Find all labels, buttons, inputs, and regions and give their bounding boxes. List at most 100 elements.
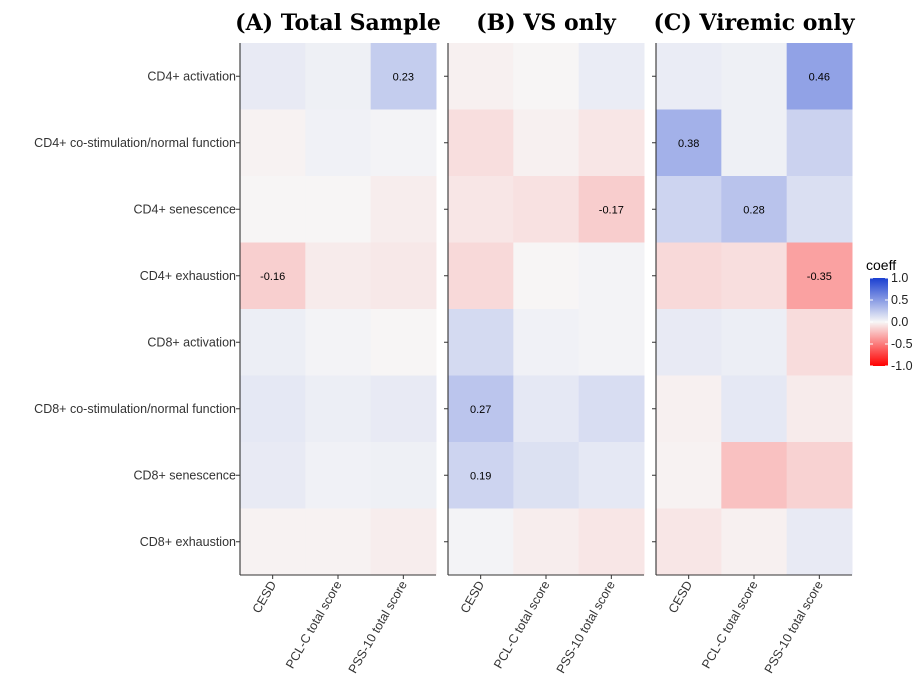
y-tick-label: CD4+ senescence [134,202,237,216]
heatmap-cell [448,309,514,376]
heatmap-cell [721,43,788,110]
panel-title: (B) VS only [476,10,617,36]
heatmap-cell [578,43,645,110]
y-tick-label: CD8+ activation [147,335,236,349]
heatmap-cell [448,109,514,177]
heatmap-cell [578,109,645,177]
cell-value-label: 0.19 [470,470,491,482]
heatmap-cell [656,176,722,243]
cell-value-label: 0.38 [678,138,699,150]
heatmap-cell [370,309,437,376]
x-tick-label: PSS-10 total score [554,578,618,675]
heatmap-cell [305,309,372,376]
heatmap-cell [786,309,853,376]
heatmap-cell [513,109,580,177]
cell-value-label: -0.17 [599,204,624,216]
heatmap-cell [370,442,437,509]
x-tick-label: PSS-10 total score [762,578,826,675]
x-tick-label: PCL-C total score [283,578,344,670]
heatmap-cell [370,508,437,576]
heatmap-cell [656,309,722,376]
heatmap-cell [370,242,437,310]
y-tick-label: CD4+ co-stimulation/normal function [34,136,236,150]
heatmap-cell [786,109,853,177]
heatmap-cell [578,242,645,310]
heatmap-cell [578,176,645,243]
heatmap-cell [240,43,306,110]
heatmap-cell [513,242,580,310]
heatmap-cell [721,309,788,376]
heatmap-cell [721,442,788,509]
heatmap-cell [305,43,372,110]
heatmap-cell [370,176,437,243]
x-tick-label: PCL-C total score [491,578,552,670]
heatmap-cell [240,242,306,310]
cell-value-label: -0.35 [807,271,832,283]
heatmap-cell [370,375,437,443]
y-tick-label: CD4+ activation [147,69,236,83]
y-tick-label: CD8+ senescence [134,468,237,482]
legend-colorbar [870,278,888,366]
heatmap-cell [513,176,580,243]
heatmap-cell [786,375,853,443]
heatmap-cell [656,375,722,443]
panel-title: (A) Total Sample [235,10,441,36]
heatmap-cell [240,309,306,376]
x-tick-label: PSS-10 total score [346,578,410,675]
heatmap-cell [578,375,645,443]
heatmap-cell [513,43,580,110]
legend-tick-label: 0.5 [891,293,908,307]
heatmap-cell [786,176,853,243]
legend-tick-label: 1.0 [891,271,908,285]
heatmap-cell [513,442,580,509]
legend-title: coeff [866,257,896,273]
heatmap-cell [786,43,853,110]
heatmap-cell [656,109,722,177]
heatmap-cell [370,109,437,177]
x-tick-label: PCL-C total score [699,578,760,670]
x-tick-label: CESD [458,579,487,616]
panel-title: (C) Viremic only [653,10,855,36]
row-labels: CD4+ activation CD4+ co-stimulation/norma… [34,69,236,549]
x-tick-label: CESD [250,579,279,616]
heatmap-cell [786,508,853,576]
heatmap-cell [513,508,580,576]
heatmap-cell [305,442,372,509]
x-tick-label: CESD [666,579,695,616]
heatmap-cell [448,43,514,110]
heatmap-cell [305,176,372,243]
heatmap-cell [721,242,788,310]
heatmap-cell [240,375,306,443]
cell-value-label: 0.28 [743,204,764,216]
legend-tick-label: -1.0 [891,359,913,373]
heatmap-cell [370,43,437,110]
heatmap-cell [305,242,372,310]
y-tick-label: CD8+ exhaustion [140,535,236,549]
heatmap-cell [513,375,580,443]
legend-tick-label: 0.0 [891,315,908,329]
heatmap-cell [240,508,306,576]
heatmap-cell [656,242,722,310]
heatmap-cell [578,508,645,576]
heatmap-cell [448,442,514,509]
panel-1: (A) Total Sample 0.23 -0.16 CESD PCL-C total… [235,10,441,676]
y-tick-label: CD8+ co-stimulation/normal function [34,402,236,416]
heatmap-cell [786,442,853,509]
heatmap-cell [656,43,722,110]
heatmap-cell [656,442,722,509]
heatmap-cell [240,109,306,177]
heatmap-cell [240,442,306,509]
cell-value-label: 0.23 [393,71,414,83]
cell-value-label: -0.16 [260,271,285,283]
heatmap-cell [448,176,514,243]
heatmap-cell [305,375,372,443]
cell-value-label: 0.46 [809,71,830,83]
heatmap-cell [721,375,788,443]
panel-2: (B) VS only -0.17 0.27 0.19 CESD PCL-C total … [444,10,645,676]
heatmap-cell [578,442,645,509]
heatmap-cell [448,242,514,310]
legend-tick-label: -0.5 [891,337,913,351]
